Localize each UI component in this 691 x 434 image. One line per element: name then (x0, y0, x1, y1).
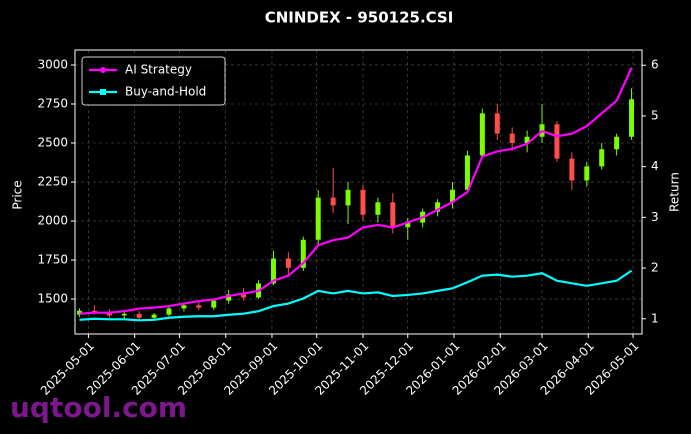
y2-tick-label: 3 (651, 210, 659, 224)
y2-tick-label: 4 (651, 159, 659, 173)
candle-body (360, 189, 366, 215)
y-axis-label: Price (11, 180, 25, 209)
candle-body (151, 314, 157, 318)
candle (584, 161, 590, 187)
candle-body (330, 197, 336, 206)
y2-tick-label: 5 (651, 108, 659, 122)
candle (375, 197, 381, 223)
y-tick-label: 2750 (37, 96, 68, 110)
y-tick-label: 1750 (37, 253, 68, 267)
candle (539, 103, 545, 144)
candle-body (270, 258, 276, 284)
candle (136, 310, 142, 321)
candle-body (106, 313, 112, 316)
chart-title: CNINDEX - 950125.CSI (265, 9, 454, 27)
candle-body (345, 189, 351, 206)
candle (569, 152, 575, 190)
candle-body (226, 294, 232, 301)
candle-body (524, 136, 530, 144)
y2-axis-label: Return (668, 172, 682, 212)
candle (300, 236, 306, 271)
candle (330, 167, 336, 214)
candle (599, 143, 605, 170)
candle-body (121, 313, 127, 316)
series-line (79, 269, 633, 322)
candle-body (390, 202, 396, 228)
candle-body (166, 308, 172, 315)
candle (450, 182, 456, 209)
candle (121, 311, 127, 320)
candle (435, 199, 441, 217)
watermark: uqtool.com (10, 391, 187, 424)
candle-body (181, 305, 187, 309)
candle-body (554, 124, 560, 159)
candle-body (196, 305, 202, 308)
candle (614, 133, 620, 156)
y2-tick-label: 6 (651, 58, 659, 72)
candle (360, 185, 366, 222)
candle (211, 299, 217, 310)
candle (479, 108, 485, 159)
y-tick-label: 3000 (37, 57, 68, 71)
legend-marker (100, 67, 106, 73)
candle-body (211, 300, 217, 308)
candle-body (435, 202, 441, 212)
candle-body (614, 136, 620, 150)
y2-tick-label: 1 (651, 311, 659, 325)
candle (196, 300, 202, 310)
candle-body (241, 294, 247, 298)
candle-body (136, 313, 142, 318)
candle (629, 88, 635, 140)
legend-label: AI Strategy (125, 63, 192, 77)
legend-marker (100, 89, 106, 95)
candle (494, 103, 500, 140)
y-tick-label: 1500 (37, 292, 68, 306)
candle-body (375, 202, 381, 215)
candle-body (405, 222, 411, 228)
candle (285, 252, 291, 276)
y-tick-label: 2500 (37, 136, 68, 150)
candle (509, 127, 515, 151)
candle-body (494, 113, 500, 134)
candle-body (464, 155, 470, 190)
candle-body (479, 113, 485, 156)
candle-body (285, 258, 291, 268)
candle-body (509, 133, 515, 144)
candle-body (569, 158, 575, 181)
candle (270, 250, 276, 286)
candle (524, 130, 530, 153)
legend-box (81, 56, 226, 106)
candle-body (599, 149, 605, 167)
y2-tick-label: 2 (651, 261, 659, 275)
legend-label: Buy-and-Hold (125, 85, 206, 99)
candle-body (584, 166, 590, 181)
candle-body (629, 99, 635, 137)
plot-frame (74, 49, 643, 335)
y-tick-label: 2000 (37, 214, 68, 228)
candle-body (315, 197, 321, 240)
candle (166, 306, 172, 317)
y-tick-label: 2250 (37, 175, 68, 189)
candle-body (300, 239, 306, 268)
candle (345, 182, 351, 225)
candle (554, 121, 560, 162)
candle-body (450, 189, 456, 203)
series-line (79, 67, 633, 315)
candle (464, 150, 470, 193)
candle (315, 189, 321, 245)
